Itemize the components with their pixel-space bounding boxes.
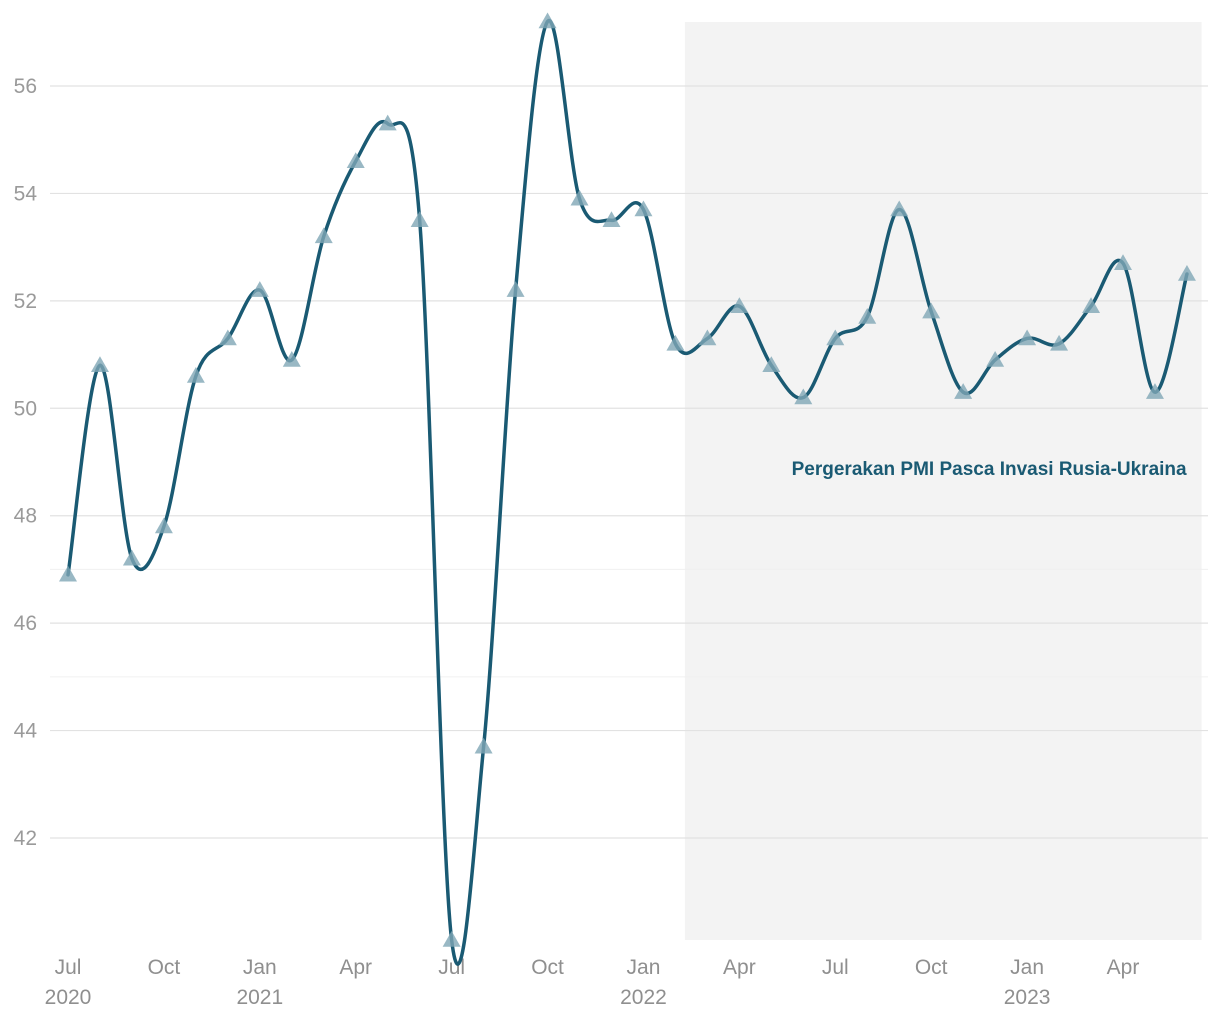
data-point-2023-04 bbox=[1114, 254, 1133, 271]
data-point-2021-04 bbox=[346, 152, 365, 168]
x-tick-label-2022-01: Jan bbox=[627, 956, 661, 979]
x-tick-label-2023-01: Jan bbox=[1010, 956, 1044, 979]
data-point-2022-12 bbox=[986, 350, 1005, 367]
data-point-2022-04 bbox=[730, 297, 749, 313]
x-tick-label-2020-10: Oct bbox=[148, 956, 181, 979]
y-tick-label-42: 42 bbox=[14, 827, 37, 850]
data-point-2022-11 bbox=[954, 383, 973, 399]
highlight-region-layer bbox=[684, 22, 1202, 940]
x-tick-label-2022-04: Apr bbox=[723, 956, 756, 979]
data-point-2021-02 bbox=[282, 350, 301, 367]
x-tick-label-2021-01: Jan bbox=[243, 956, 277, 979]
gridlines bbox=[50, 85, 1208, 839]
data-point-2022-09 bbox=[890, 200, 909, 217]
data-point-2023-06 bbox=[1177, 265, 1196, 281]
data-point-2021-09 bbox=[506, 281, 525, 297]
data-point-2020-12 bbox=[218, 329, 237, 346]
data-point-2021-12 bbox=[602, 211, 621, 228]
data-point-2020-10 bbox=[154, 517, 173, 534]
y-axis-ticks: 42 44 46 48 50 52 54 56 bbox=[14, 75, 38, 850]
x-tick-year-2022-01: 2022 bbox=[620, 986, 667, 1009]
highlight-region-label: Pergerakan PMI Pasca Invasi Rusia-Ukrain… bbox=[792, 459, 1187, 480]
data-point-2021-01 bbox=[250, 281, 269, 297]
x-tick-label-2021-04: Apr bbox=[339, 956, 372, 979]
data-point-2020-08 bbox=[90, 356, 109, 373]
x-tick-year-2021-01: 2021 bbox=[236, 986, 283, 1009]
data-point-2021-06 bbox=[410, 211, 429, 228]
y-tick-label-54: 54 bbox=[14, 182, 38, 205]
data-point-2023-03 bbox=[1082, 297, 1101, 313]
data-point-2021-08 bbox=[474, 737, 493, 754]
data-point-2022-02 bbox=[666, 334, 685, 351]
y-tick-label-56: 56 bbox=[14, 75, 37, 98]
y-tick-label-48: 48 bbox=[14, 505, 37, 528]
data-point-2020-11 bbox=[186, 367, 205, 383]
x-tick-label-2020-07: Jul bbox=[55, 956, 82, 979]
x-tick-label-2022-10: Oct bbox=[915, 956, 948, 979]
y-tick-label-44: 44 bbox=[14, 720, 38, 743]
data-point-2022-08 bbox=[858, 307, 877, 324]
x-tick-label-2022-07: Jul bbox=[822, 956, 849, 979]
data-point-2023-01 bbox=[1018, 329, 1037, 346]
data-point-2020-07 bbox=[59, 565, 77, 582]
series-markers bbox=[59, 12, 1196, 947]
y-tick-label-52: 52 bbox=[14, 290, 37, 313]
data-point-2021-05 bbox=[378, 114, 397, 131]
data-point-2021-11 bbox=[570, 189, 589, 206]
data-point-2020-09 bbox=[122, 549, 141, 566]
x-tick-label-2023-04: Apr bbox=[1107, 956, 1140, 979]
data-point-2022-06 bbox=[794, 388, 813, 405]
x-tick-year-2023-01: 2023 bbox=[1004, 986, 1051, 1009]
annotation-layer: Pergerakan PMI Pasca Invasi Rusia-Ukrain… bbox=[792, 459, 1187, 480]
x-tick-label-2021-10: Oct bbox=[531, 956, 564, 979]
y-tick-label-46: 46 bbox=[14, 612, 37, 635]
highlight-region bbox=[684, 22, 1202, 940]
y-tick-label-50: 50 bbox=[14, 397, 37, 420]
data-point-2022-05 bbox=[762, 356, 781, 373]
data-point-2023-05 bbox=[1145, 383, 1164, 399]
data-point-2021-07 bbox=[442, 931, 461, 947]
data-point-2022-07 bbox=[826, 329, 845, 346]
data-point-2021-10 bbox=[538, 12, 557, 29]
x-tick-year-2020-07: 2020 bbox=[45, 986, 92, 1009]
data-point-2022-03 bbox=[698, 329, 717, 346]
data-point-2022-10 bbox=[922, 302, 941, 319]
data-point-2023-02 bbox=[1050, 334, 1069, 351]
data-point-2022-01 bbox=[634, 200, 653, 217]
data-point-2021-03 bbox=[314, 227, 333, 244]
